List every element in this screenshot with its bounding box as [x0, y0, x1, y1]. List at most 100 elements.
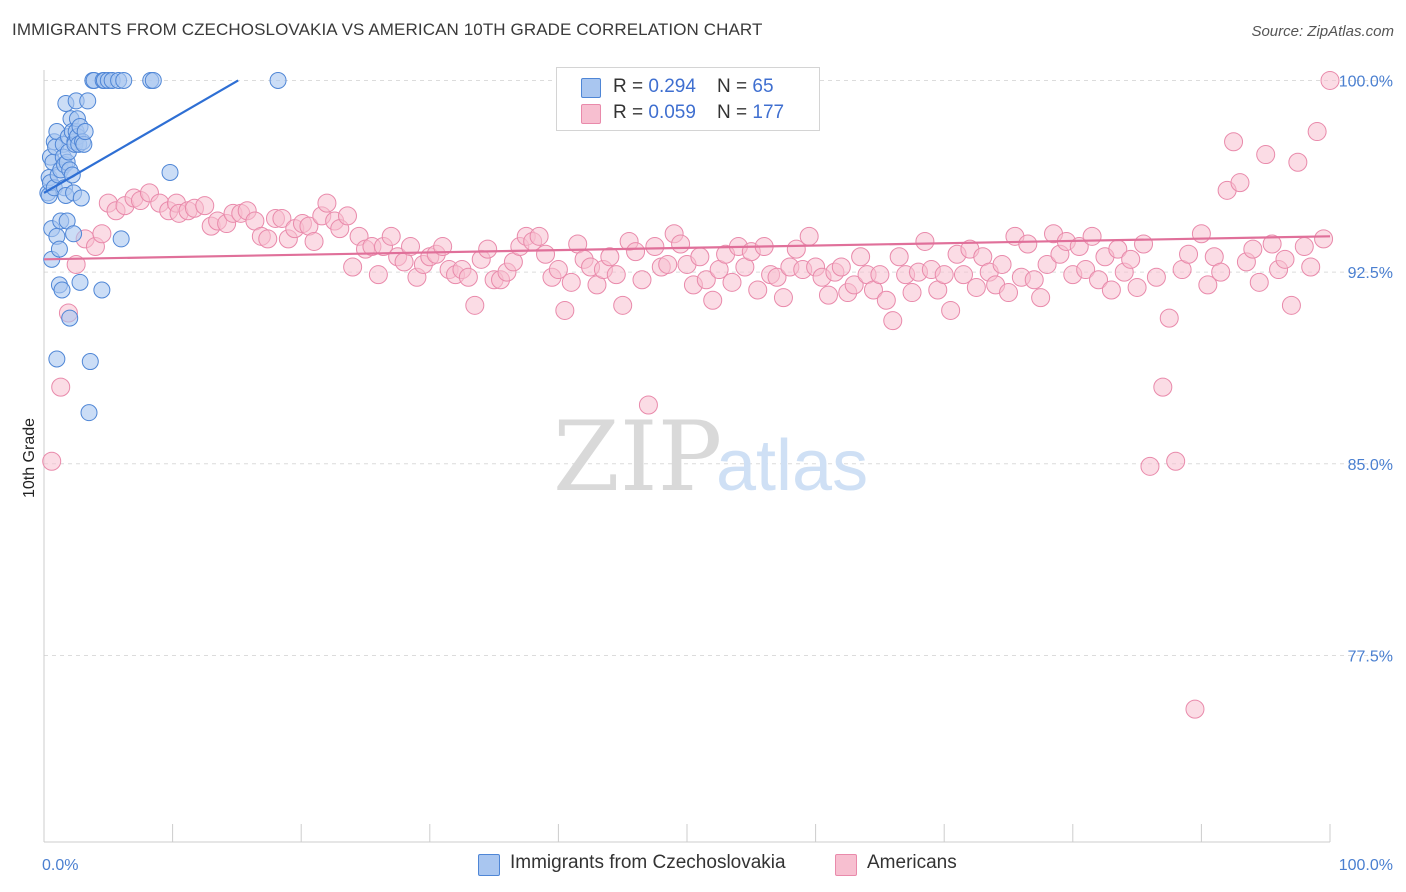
- americans-point: [703, 290, 723, 310]
- americans-point: [42, 451, 62, 471]
- americans-point: [1121, 249, 1141, 269]
- americans-point: [818, 285, 838, 305]
- americans-point: [465, 295, 485, 315]
- americans-point: [600, 247, 620, 267]
- americans-point: [304, 231, 324, 251]
- americans-point: [536, 244, 556, 264]
- czechoslovakia-point: [48, 350, 66, 368]
- americans-point: [555, 300, 575, 320]
- americans-point: [368, 265, 388, 285]
- czechoslovakia-point: [81, 353, 99, 371]
- americans-point: [767, 267, 787, 287]
- americans-point: [1275, 249, 1295, 269]
- americans-trend-line: [43, 235, 1331, 261]
- czechoslovakia-point: [65, 225, 83, 243]
- americans-point: [561, 272, 581, 292]
- czechoslovakia-point: [115, 71, 133, 89]
- source-label: Source: ZipAtlas.com: [1251, 23, 1394, 40]
- watermark-zip: ZIP: [553, 401, 722, 513]
- americans-point: [1320, 70, 1340, 90]
- americans-point: [671, 234, 691, 254]
- y-tick-label: 92.5%: [1348, 265, 1393, 282]
- americans-point: [1037, 254, 1057, 274]
- americans-point: [1101, 280, 1121, 300]
- americans-point: [1301, 257, 1321, 277]
- americans-point: [401, 237, 421, 257]
- americans-point: [799, 226, 819, 246]
- americans-point: [1262, 234, 1282, 254]
- americans-point: [195, 196, 215, 216]
- americans-point: [613, 295, 633, 315]
- americans-point: [1288, 152, 1308, 172]
- americans-point: [992, 254, 1012, 274]
- americans-point: [1307, 122, 1327, 142]
- americans-point: [606, 265, 626, 285]
- americans-point: [934, 265, 954, 285]
- gridlines: [44, 79, 1394, 656]
- czechoslovakia-point: [72, 189, 90, 207]
- americans-point: [870, 265, 890, 285]
- watermark-atlas: atlas: [716, 426, 868, 506]
- americans-point: [883, 311, 903, 331]
- americans-point: [458, 267, 478, 287]
- legend-r-label: R =: [613, 102, 649, 123]
- czechoslovakia-point: [112, 230, 130, 248]
- czechoslovakia-point: [80, 404, 98, 422]
- americans-point: [1089, 270, 1109, 290]
- americans-point: [258, 229, 278, 249]
- americans-point: [658, 254, 678, 274]
- americans-point: [1153, 377, 1173, 397]
- americans-point: [1243, 239, 1263, 259]
- americans-point: [626, 242, 646, 262]
- americans-point: [831, 257, 851, 277]
- americans-point: [51, 377, 71, 397]
- tick-labels: 100.0% 92.5% 85.0% 77.5% 0.0% 100.0%: [42, 73, 1393, 874]
- americans-points: [42, 70, 1340, 719]
- americans-point: [786, 239, 806, 259]
- americans-point: [66, 254, 86, 274]
- americans-point: [529, 226, 549, 246]
- americans-point: [1294, 237, 1314, 257]
- americans-point: [1031, 288, 1051, 308]
- americans-point: [1166, 451, 1186, 471]
- americans-point: [343, 257, 363, 277]
- legend-label-americans: Americans: [867, 852, 957, 873]
- americans-point: [889, 247, 909, 267]
- americans-point: [645, 237, 665, 257]
- czechoslovakia-trend-line: [43, 79, 239, 194]
- legend-r-value: 0.294: [648, 76, 696, 97]
- x-tick-label: 0.0%: [42, 857, 78, 874]
- czechoslovakia-point: [61, 309, 79, 327]
- legend-n-value: 65: [752, 76, 774, 97]
- czechoslovakia-point: [50, 240, 68, 258]
- americans-point: [1024, 270, 1044, 290]
- americans-point: [1224, 132, 1244, 152]
- americans-point: [1082, 226, 1102, 246]
- americans-point: [1191, 224, 1211, 244]
- americans-point: [548, 260, 568, 280]
- x-tick-label: 100.0%: [1339, 857, 1393, 874]
- y-axis-label: 10th Grade: [21, 418, 38, 498]
- americans-point: [1198, 275, 1218, 295]
- americans-point: [690, 247, 710, 267]
- y-tick-label: 85.0%: [1348, 457, 1393, 474]
- americans-point: [1127, 277, 1147, 297]
- czechoslovakia-point: [79, 92, 97, 110]
- americans-point: [1179, 244, 1199, 264]
- americans-point: [1134, 234, 1154, 254]
- americans-point: [1249, 272, 1269, 292]
- legend-r-value: 0.059: [648, 102, 696, 123]
- americans-point: [1211, 262, 1231, 282]
- americans-point: [381, 226, 401, 246]
- czechoslovakia-point: [161, 163, 179, 181]
- americans-point: [1146, 267, 1166, 287]
- y-tick-label: 100.0%: [1339, 73, 1393, 90]
- americans-point: [1314, 229, 1334, 249]
- americans-point: [966, 277, 986, 297]
- americans-point: [953, 265, 973, 285]
- legend-n-label: N =: [717, 76, 753, 97]
- americans-point: [1230, 173, 1250, 193]
- americans-point: [844, 275, 864, 295]
- legend-swatch-pink: [835, 854, 857, 876]
